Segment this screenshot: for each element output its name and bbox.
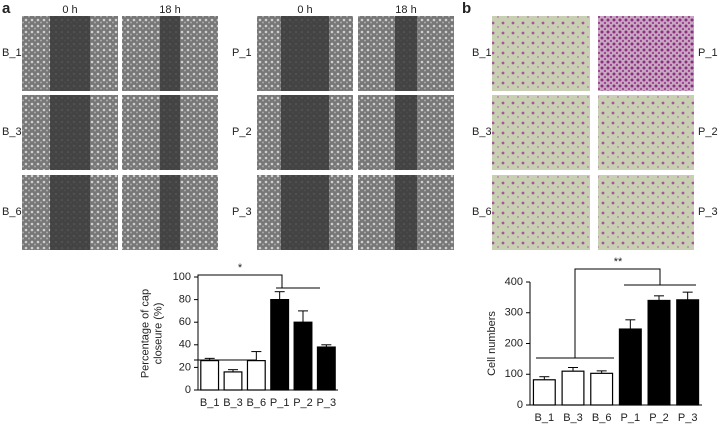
bar (293, 321, 313, 391)
significance: * (238, 262, 243, 274)
column-label: 18 h (159, 4, 180, 16)
x-tick-label: P_3 (317, 397, 337, 409)
x-tick-label: B_1 (535, 412, 555, 424)
bar (676, 299, 700, 406)
y-tick-label: 300 (505, 307, 523, 319)
y-tick-label: 0 (185, 384, 191, 396)
bar (246, 360, 266, 391)
micrograph (492, 95, 590, 170)
y-tick-label: 40 (179, 339, 191, 351)
wound-gap (281, 95, 329, 170)
wound-gap (395, 95, 417, 170)
x-tick-label: B_3 (223, 397, 243, 409)
micrograph (598, 95, 694, 170)
x-tick-label: P_1 (621, 412, 641, 424)
column-label: 18 h (395, 4, 416, 16)
bar (647, 299, 671, 406)
y-tick-label: 400 (505, 276, 523, 288)
row-label: P_3 (232, 206, 252, 218)
column-label: 0 h (62, 4, 77, 16)
row-label: B_6 (472, 206, 492, 218)
wound-gap (395, 16, 417, 91)
x-tick-label: P_2 (293, 397, 313, 409)
row-label: P_1 (232, 47, 252, 59)
bar (223, 371, 243, 391)
wound-gap (281, 16, 329, 91)
micrograph (492, 16, 590, 91)
row-label: P_1 (698, 47, 718, 59)
row-label: P_2 (232, 126, 252, 138)
row-label: P_3 (698, 206, 718, 218)
wound-gap (50, 95, 90, 170)
y-axis-label: Cell numbers (486, 311, 498, 376)
bar (532, 379, 556, 406)
wound-gap (281, 175, 329, 250)
y-tick-label: 0 (517, 399, 523, 411)
bar (316, 346, 336, 391)
row-label: B_1 (472, 47, 492, 59)
wound-gap (160, 175, 180, 250)
row-label: B_3 (472, 126, 492, 138)
wound-gap (50, 16, 90, 91)
row-label: B_1 (2, 47, 22, 59)
y-tick-label: 100 (173, 271, 191, 283)
y-axis-label: closeure (%) (152, 303, 164, 365)
x-tick-label: B_1 (200, 397, 220, 409)
y-axis-label: Percentage of cap (139, 289, 151, 378)
bar (270, 299, 290, 391)
wound-gap (50, 175, 90, 250)
y-tick-label: 80 (179, 294, 191, 306)
micrograph (598, 175, 694, 250)
wound-gap (395, 175, 417, 250)
x-tick-label: P_2 (649, 412, 669, 424)
wound-gap (160, 95, 180, 170)
x-tick-label: P_1 (270, 397, 290, 409)
bar (618, 328, 642, 406)
bar (200, 360, 220, 391)
y-tick-label: 20 (179, 361, 191, 373)
y-tick-label: 100 (505, 368, 523, 380)
wound-gap (160, 16, 180, 91)
x-tick-label: P_3 (678, 412, 698, 424)
x-tick-label: B_6 (247, 397, 267, 409)
row-label: B_6 (2, 206, 22, 218)
panel-label: a (2, 0, 11, 17)
bar (590, 372, 614, 406)
x-tick-label: B_3 (563, 412, 583, 424)
micrograph (492, 175, 590, 250)
row-label: B_3 (2, 126, 22, 138)
x-tick-label: B_6 (592, 412, 612, 424)
significance: ** (614, 256, 623, 268)
micrograph (598, 16, 694, 91)
row-label: P_2 (698, 126, 718, 138)
panel-label: b (462, 0, 471, 17)
column-label: 0 h (297, 4, 312, 16)
y-tick-label: 60 (179, 316, 191, 328)
bar (561, 370, 585, 406)
y-tick-label: 200 (505, 337, 523, 349)
